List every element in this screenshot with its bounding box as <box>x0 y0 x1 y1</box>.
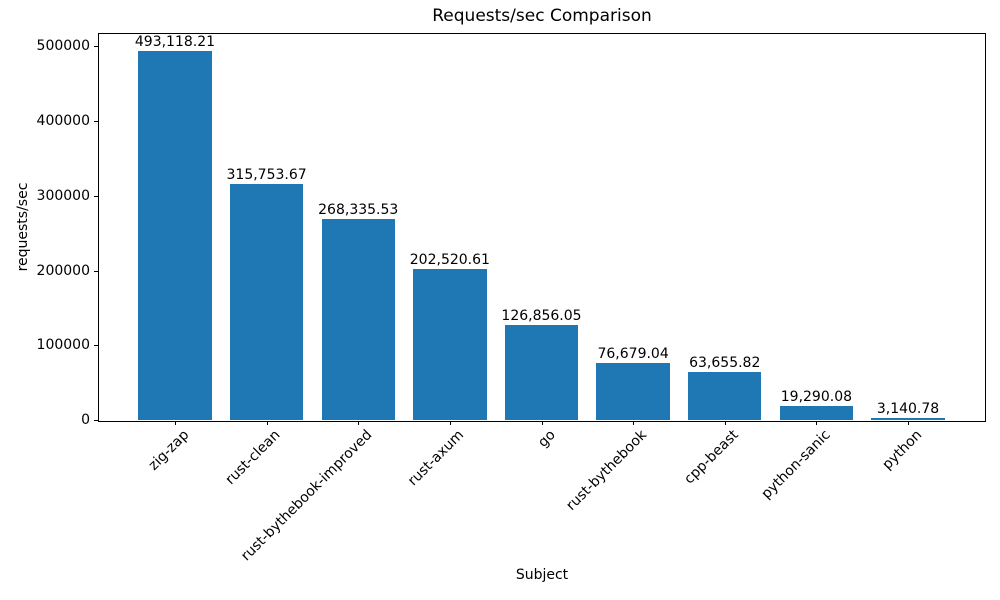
x-tick-mark <box>816 421 818 425</box>
chart-title: Requests/sec Comparison <box>432 6 652 26</box>
y-tick-mark <box>94 121 98 123</box>
bar-value-label: 76,679.04 <box>597 345 669 362</box>
x-tick-mark <box>266 421 268 425</box>
bar-rust-clean <box>229 183 304 420</box>
bar-rust-bythebook <box>596 362 670 420</box>
bar-value-label: 19,290.08 <box>780 388 853 405</box>
x-tick-label: zig-zap <box>145 427 193 474</box>
x-tick-mark <box>908 421 910 425</box>
bar-value-label: 493,118.21 <box>134 34 216 51</box>
bar-rust-axum <box>413 268 487 420</box>
x-tick-label: rust-clean <box>223 427 284 488</box>
x-tick-label: python-sanic <box>758 427 834 503</box>
y-tick-label: 200000 <box>36 262 90 279</box>
bar-cpp-beast <box>688 372 762 420</box>
bar-go <box>504 325 579 420</box>
y-tick-mark <box>94 46 98 48</box>
bar-python <box>871 417 945 420</box>
x-tick-label: cpp-beast <box>681 427 743 488</box>
bar-value-label: 315,753.67 <box>226 166 307 183</box>
bar-value-label: 126,856.05 <box>501 308 582 325</box>
bar-zig-zap <box>138 51 212 420</box>
x-tick-label: rust-bythebook <box>563 427 651 514</box>
bar-value-label: 202,520.61 <box>409 251 490 268</box>
x-tick-label: python <box>879 427 926 473</box>
bar-value-label: 268,335.53 <box>318 202 399 219</box>
bar-rust-bythebook-improved <box>321 219 395 420</box>
y-tick-label: 100000 <box>36 337 90 354</box>
y-tick-label: 400000 <box>36 113 90 130</box>
y-tick-label: 500000 <box>36 38 90 55</box>
y-tick-mark <box>94 420 98 421</box>
y-tick-mark <box>94 345 98 347</box>
y-tick-label: 300000 <box>36 187 90 204</box>
x-tick-label: go <box>535 427 559 451</box>
x-tick-mark <box>724 421 726 425</box>
bar-python-sanic <box>779 405 854 420</box>
y-tick-mark <box>94 195 98 197</box>
bar-value-label: 63,655.82 <box>689 355 761 372</box>
y-tick-label: 0 <box>81 412 90 428</box>
x-tick-mark <box>449 421 451 425</box>
bar-value-label: 3,140.78 <box>876 400 940 417</box>
x-tick-label: rust-axum <box>405 427 468 490</box>
x-tick-mark <box>633 421 635 425</box>
x-tick-mark <box>358 421 360 425</box>
y-tick-mark <box>94 270 98 272</box>
x-tick-mark <box>174 421 176 425</box>
x-tick-mark <box>541 421 543 425</box>
x-axis-label: Subject <box>515 567 569 583</box>
